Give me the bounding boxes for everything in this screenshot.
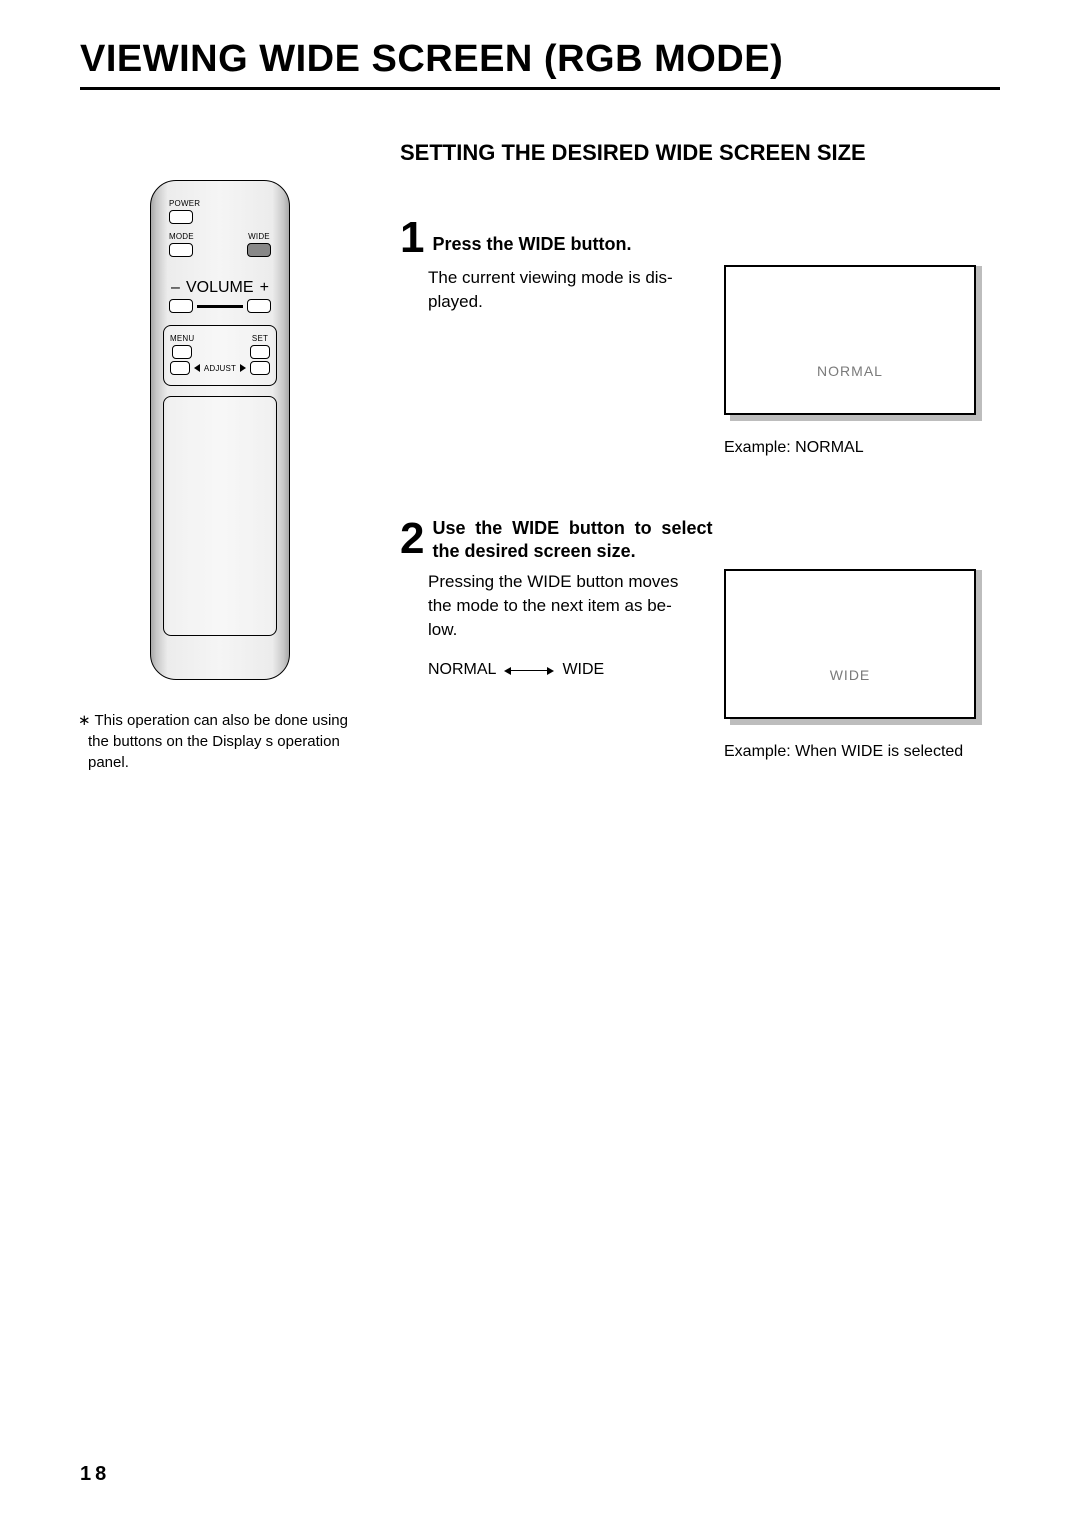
seq-normal: NORMAL xyxy=(428,659,496,681)
step-1-body: The current viewing mode is dis-played. … xyxy=(400,266,1000,457)
step-2-header: 2 Use the WIDE button to select the desi… xyxy=(400,517,1000,562)
step-1-number: 1 xyxy=(400,216,424,260)
menu-panel: MENU SET ADJUST xyxy=(163,325,277,386)
volume-bar-icon xyxy=(197,305,243,308)
adjust-label: ADJUST xyxy=(204,364,236,373)
power-button xyxy=(169,210,193,224)
remote-control: POWER MODE WIDE xyxy=(150,180,290,680)
step-1-heading: Press the WIDE button. xyxy=(432,216,631,260)
volume-label: VOLUME xyxy=(186,279,254,297)
display-box-2: WIDE xyxy=(724,569,976,719)
menu-button xyxy=(172,345,192,359)
remote-lower-panel xyxy=(163,396,277,636)
set-label: SET xyxy=(252,334,268,343)
page-number: 18 xyxy=(80,1463,110,1486)
step-2-number: 2 xyxy=(400,517,424,562)
wide-label: WIDE xyxy=(248,232,270,241)
remote-diagram: POWER MODE WIDE xyxy=(80,180,360,680)
section-title: SETTING THE DESIRED WIDE SCREEN SIZE xyxy=(400,140,1000,166)
mode-label: MODE xyxy=(169,232,194,241)
set-button xyxy=(250,345,270,359)
vol-plus-label: + xyxy=(260,279,269,297)
display-text-1: NORMAL xyxy=(817,363,883,379)
right-column: SETTING THE DESIRED WIDE SCREEN SIZE 1 P… xyxy=(400,140,1000,821)
step-2-body: Pressing the WIDE button moves the mode … xyxy=(400,570,1000,761)
double-arrow-icon xyxy=(504,667,554,675)
step-2-heading: Use the WIDE button to select the desire… xyxy=(432,517,712,562)
display-caption-1: Example: NORMAL xyxy=(724,439,984,457)
step-2-display: WIDE Example: When WIDE is selected xyxy=(724,570,984,761)
page-title: VIEWING WIDE SCREEN (RGB MODE) xyxy=(80,38,1000,90)
seq-wide: WIDE xyxy=(562,659,604,681)
content-row: POWER MODE WIDE xyxy=(80,140,1000,821)
step-1-text: The current viewing mode is dis-played. xyxy=(400,266,700,457)
menu-label: MENU xyxy=(170,334,194,343)
footnote: ∗ This operation can also be done using … xyxy=(80,710,360,773)
volume-up-button xyxy=(247,299,271,313)
mode-button xyxy=(169,243,193,257)
vol-minus-label: – xyxy=(171,279,180,297)
asterisk-icon: ∗ xyxy=(78,712,91,729)
step-2-text: Pressing the WIDE button moves the mode … xyxy=(428,570,700,641)
display-box-1: NORMAL xyxy=(724,265,976,415)
triangle-right-icon xyxy=(240,364,246,372)
step-1-header: 1 Press the WIDE button. xyxy=(400,216,1000,260)
volume-down-button xyxy=(169,299,193,313)
adjust-left-button xyxy=(170,361,190,375)
display-text-2: WIDE xyxy=(830,667,871,683)
step-2-text-wrap: Pressing the WIDE button moves the mode … xyxy=(400,570,700,761)
adjust-right-button xyxy=(250,361,270,375)
power-label: POWER xyxy=(169,199,200,208)
display-caption-2: Example: When WIDE is selected xyxy=(724,743,984,761)
mode-sequence: NORMAL WIDE xyxy=(428,659,700,681)
triangle-left-icon xyxy=(194,364,200,372)
left-column: POWER MODE WIDE xyxy=(80,140,360,821)
step-1-display: NORMAL Example: NORMAL xyxy=(724,266,984,457)
footnote-text: This operation can also be done using th… xyxy=(88,712,348,771)
wide-button xyxy=(247,243,271,257)
